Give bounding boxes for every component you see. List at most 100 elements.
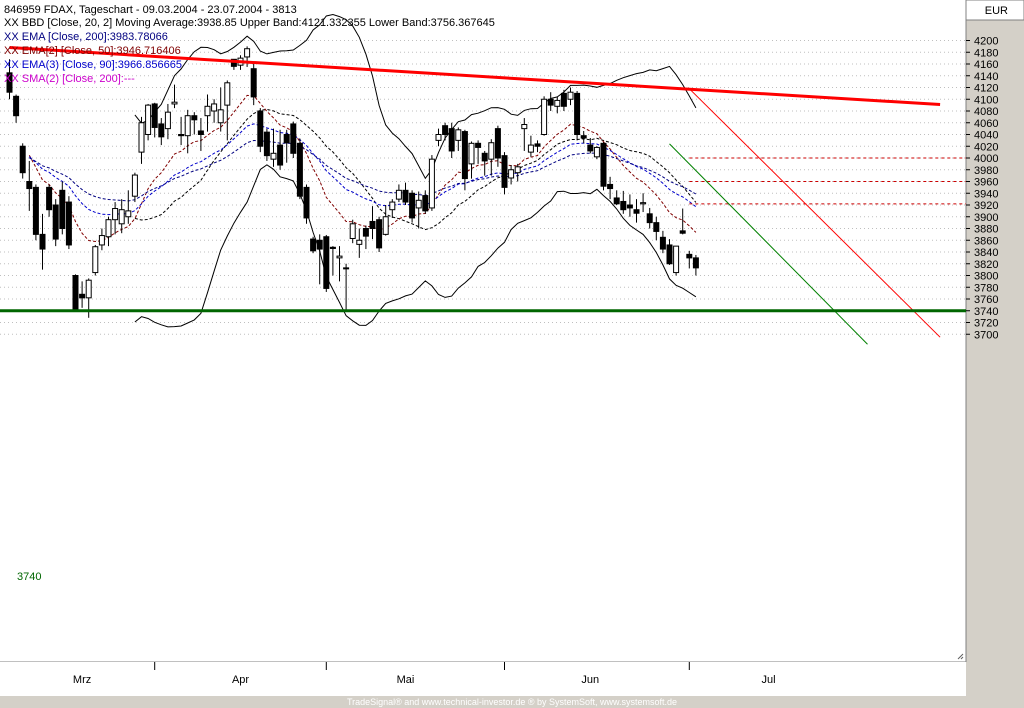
y-tick-label: 4140 [974,71,998,83]
candle-body [547,98,554,106]
candle [435,128,442,147]
y-tick-label: 4080 [974,106,998,118]
candle [329,246,336,276]
candle [527,135,534,157]
candle-body [580,135,587,139]
x-axis: Mrz Apr Mai Jun Jul [73,662,776,686]
candle-body [270,152,277,160]
candle-body [257,110,264,147]
candle-body [329,246,336,249]
y-tick-label: 4200 [974,36,998,48]
candle-body [118,209,125,225]
plot-area[interactable] [0,0,966,662]
candle [442,122,449,141]
candle [112,202,119,235]
candle [310,236,317,254]
legend-item-ema200: XX EMA [Close, 200]:3983.78066 [4,31,168,43]
y-tick-label: 3840 [974,247,998,259]
candle-body [217,109,224,124]
candle-body [626,204,633,209]
candle [211,99,218,123]
candle-body [409,192,416,219]
candle-body [646,213,653,224]
candle [158,118,165,146]
candle [336,246,343,282]
legend-item-ema90: XX EMA(3) [Close, 90]:3966.856665 [4,59,182,71]
candle [692,254,699,276]
resistance-trendline [9,46,941,107]
y-tick-label: 4120 [974,83,998,95]
candle [409,190,416,223]
candle [118,199,125,234]
candle [151,102,158,138]
candle [640,193,647,213]
candle [32,184,39,241]
y-tick-label: 3960 [974,177,998,189]
y-tick-label: 4180 [974,47,998,59]
candle-body [613,197,620,205]
candle-body [514,166,521,174]
candle-body [640,202,647,205]
candle-body [303,186,310,219]
candle [191,112,198,135]
candle [6,59,13,100]
candle-body [323,236,330,289]
candle [98,228,105,251]
candle-body [488,142,495,160]
candle-body [362,228,369,237]
candle-body [468,142,475,165]
trendlines [0,46,966,345]
candle-body [72,275,79,311]
candle [389,199,396,218]
ema50-line [28,94,697,243]
candle [138,116,145,164]
candle-body [131,174,138,197]
candle [204,94,211,132]
legend-item-ema50: XX EMA[2] [Close, 50]:3946.716406 [4,45,181,57]
candle-body [98,235,105,246]
candle-body [521,124,528,130]
candle [673,245,680,276]
candle-body [250,68,257,98]
candle [197,118,204,151]
currency-box [965,0,1024,21]
candle-body [461,131,468,180]
candle-body [659,236,666,250]
candle-body [666,244,673,265]
candle [376,216,383,252]
y-tick-label: 3800 [974,271,998,283]
x-tick-label: Jul [761,674,775,686]
y-tick-label: 3980 [974,165,998,177]
y-tick-label: 3880 [974,224,998,236]
candle-body [204,105,211,117]
candle [593,146,600,160]
candle-body [435,134,442,141]
resize-grip-icon[interactable] [957,653,964,660]
candle-body [620,200,627,211]
candle [257,108,264,153]
candle [455,127,462,151]
candle-body [541,98,548,135]
candle-body [52,204,59,240]
candle-body [277,144,284,166]
candle [92,244,99,276]
candle [65,196,72,250]
candle-body [508,169,515,179]
candle [171,84,178,109]
candle-body [455,129,462,141]
candle [402,182,409,205]
candle-body [369,220,376,229]
candle [659,230,666,254]
candle-body [316,239,323,250]
candle [415,191,422,229]
candle-body [593,146,600,158]
candle [125,190,132,224]
ema90-line [28,123,697,216]
candle [633,199,640,223]
candle-body [105,219,112,238]
candle-body [475,142,482,148]
y-tick-label: 4040 [974,130,998,142]
y-tick-label: 3700 [974,329,998,341]
legend: 846959 FDAX, Tageschart - 09.03.2004 - 2… [4,4,495,85]
